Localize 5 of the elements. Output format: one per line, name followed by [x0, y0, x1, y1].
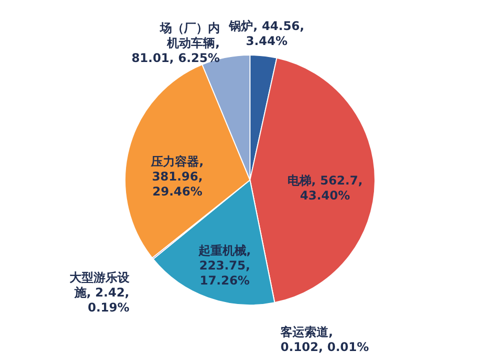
slice-label: 场（厂）内机动车辆, 81.01, 6.25% — [131, 20, 220, 65]
slice-label: 锅炉, 44.56, 3.44% — [228, 18, 304, 48]
slice-label: 客运索道, 0.102, 0.01% — [280, 324, 369, 354]
slice-label: 大型游乐设施, 2.42, 0.19% — [69, 270, 130, 314]
slice-label: 电梯, 562.7, 43.40% — [287, 174, 363, 203]
